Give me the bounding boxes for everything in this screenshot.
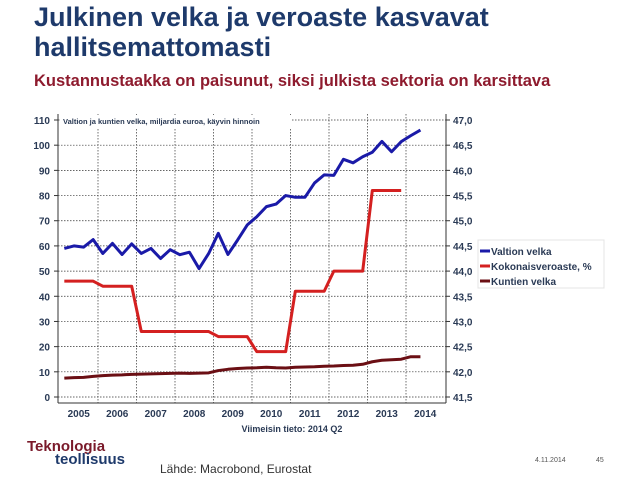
y-left-tick-label: 90	[39, 166, 51, 177]
series-line-3	[64, 355, 421, 380]
slide-date: 4.11.2014	[535, 457, 566, 464]
y-right-tick-label: 45,5	[453, 192, 473, 203]
y-left-tick-label: 80	[39, 192, 51, 203]
x-tick-label: 2012	[337, 409, 360, 420]
logo-line-1: Teknologia	[27, 438, 106, 455]
y-left-tick-label: 0	[44, 393, 50, 404]
title-line-1: Julkinen velka ja veroaste kasvavat	[34, 2, 489, 32]
title-line-2: hallitsemattomasti	[34, 32, 272, 62]
x-tick-label: 2006	[106, 409, 129, 420]
y-right-tick-label: 47,0	[453, 116, 473, 127]
y-right-tick-label: 46,5	[453, 141, 473, 152]
chart-title-background	[60, 115, 292, 128]
legend-label: Valtion velka	[491, 247, 552, 258]
y-left-tick-label: 60	[39, 242, 51, 253]
y-left-tick-label: 40	[39, 292, 51, 303]
legend-label: Kuntien velka	[491, 277, 556, 288]
y-left-tick-label: 10	[39, 368, 51, 379]
y-left-tick-label: 110	[34, 116, 51, 127]
y-right-tick-label: 44,5	[453, 242, 473, 253]
x-tick-label: 2008	[183, 409, 206, 420]
x-tick-label: 2009	[222, 409, 245, 420]
y-left-tick-label: 70	[39, 217, 51, 228]
y-right-tick-label: 44,0	[453, 267, 473, 278]
x-tick-label: 2014	[414, 409, 437, 420]
y-left-tick-label: 50	[39, 267, 51, 278]
y-right-tick-label: 42,5	[453, 343, 473, 354]
x-tick-label: 2011	[299, 409, 321, 420]
company-logo: Teknologia teollisuus	[27, 438, 126, 468]
y-right-tick-label: 43,0	[453, 317, 473, 328]
page-number: 45	[596, 457, 604, 464]
y-right-tick-label: 46,0	[453, 166, 473, 177]
x-tick-label: 2005	[68, 409, 91, 420]
chart-title: Valtion ja kuntien velka, miljardia euro…	[63, 117, 260, 126]
legend-label: Kokonaisveroaste, %	[491, 262, 592, 273]
y-left-tick-label: 20	[39, 343, 51, 354]
y-right-tick-label: 41,5	[453, 393, 473, 404]
latest-data-note: Viimeisin tieto: 2014 Q2	[242, 424, 343, 434]
line-chart: 0 10 20 30 40 50 60 70 80 90 100 110 41,5 42,0 42,5 43,…	[33, 114, 605, 434]
y-right-tick-label: 42,0	[453, 368, 473, 379]
y-right-tick-label: 43,5	[453, 292, 473, 303]
x-tick-label: 2007	[145, 409, 168, 420]
y-left-tick-label: 100	[33, 141, 50, 152]
logo-line-2: teollisuus	[55, 451, 126, 468]
y-left-tick-label: 30	[39, 317, 51, 328]
x-tick-label: 2013	[376, 409, 399, 420]
series-line-1	[63, 128, 422, 271]
y-right-tick-label: 45,0	[453, 217, 473, 228]
series-line-2	[64, 189, 402, 354]
source-note: Lähde: Macrobond, Eurostat	[160, 462, 312, 476]
slide-title: Julkinen velka ja veroaste kasvavat halli…	[34, 2, 489, 62]
x-tick-label: 2010	[260, 409, 283, 420]
legend-box	[477, 239, 605, 289]
slide-subtitle: Kustannustaakka on paisunut, siksi julki…	[34, 72, 551, 90]
